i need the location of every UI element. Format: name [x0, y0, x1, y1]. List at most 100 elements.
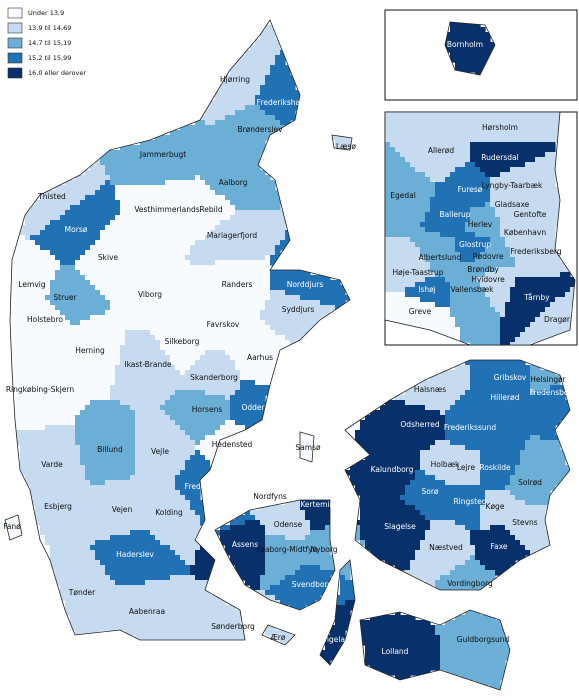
municipality-cell: [165, 615, 171, 621]
municipality-cell: [155, 565, 161, 571]
municipality-cell: [125, 260, 131, 266]
municipality-cell: [110, 530, 116, 536]
municipality-cell: [105, 200, 111, 206]
municipality-cell: [185, 320, 191, 326]
municipality-cell: [60, 500, 66, 506]
municipality-cell: [165, 355, 171, 361]
municipality-cell: [185, 135, 191, 141]
municipality-cell: [265, 130, 271, 136]
municipality-cell: [115, 595, 121, 601]
municipality-cell: [175, 465, 181, 471]
municipality-cell: [170, 280, 176, 286]
municipality-cell: [240, 275, 246, 281]
municipality-cell: [110, 270, 116, 276]
municipality-cell: [35, 365, 41, 371]
municipality-cell: [195, 300, 201, 306]
municipality-cell: [250, 90, 256, 96]
municipality-cell: [195, 475, 201, 481]
municipality-cell: [165, 555, 171, 561]
municipality-cell: [270, 370, 276, 376]
municipality-cell: [45, 320, 51, 326]
municipality-cell: [270, 310, 276, 316]
municipality-cell: [170, 270, 176, 276]
municipality-cell: [260, 580, 266, 586]
municipality-cell: [195, 635, 201, 641]
municipality-cell: [140, 455, 146, 461]
municipality-cell: [115, 480, 121, 486]
municipality-cell: [215, 145, 221, 151]
municipality-cell: [295, 550, 301, 556]
municipality-cell: [15, 365, 21, 371]
municipality-cell: [160, 430, 166, 436]
municipality-cell: [165, 385, 171, 391]
municipality-cell: [135, 165, 141, 171]
municipality-cell: [230, 560, 236, 566]
municipality-cell: [185, 620, 191, 626]
municipality-cell: [225, 200, 231, 206]
municipality-cell: [250, 340, 256, 346]
municipality-cell: [45, 370, 51, 376]
municipality-cell: [105, 585, 111, 591]
municipality-cell: [300, 535, 306, 541]
municipality-cell: [95, 220, 101, 226]
municipality-cell: [165, 485, 171, 491]
municipality-cell: [275, 345, 281, 351]
municipality-cell: [180, 305, 186, 311]
municipality-cell: [215, 335, 221, 341]
municipality-cell: [250, 80, 256, 86]
municipality-cell: [155, 170, 161, 176]
municipality-cell: [65, 420, 71, 426]
municipality-cell: [145, 600, 151, 606]
municipality-cell: [125, 290, 131, 296]
municipality-cell: [225, 375, 231, 381]
municipality-cell: [195, 270, 201, 276]
municipality-cell: [225, 225, 231, 231]
municipality-cell: [20, 405, 26, 411]
municipality-cell: [60, 295, 66, 301]
municipality-cell: [155, 155, 161, 161]
municipality-cell: [115, 360, 121, 366]
municipality-cell: [225, 85, 231, 91]
municipality-cell: [200, 565, 206, 571]
municipality-cell: [20, 255, 26, 261]
municipality-cell: [80, 200, 86, 206]
municipality-cell: [285, 340, 291, 346]
municipality-cell: [200, 235, 206, 241]
municipality-cell: [135, 225, 141, 231]
municipality-cell: [180, 500, 186, 506]
municipality-cell: [70, 595, 76, 601]
municipality-cell: [215, 210, 221, 216]
municipality-cell: [190, 595, 196, 601]
municipality-cell: [135, 160, 141, 166]
municipality-cell: [230, 530, 236, 536]
municipality-cell: [40, 490, 46, 496]
municipality-cell: [275, 50, 281, 56]
municipality-cell: [290, 280, 296, 286]
municipality-cell: [260, 135, 266, 141]
municipality-cell: [125, 255, 131, 261]
municipality-cell: [115, 245, 121, 251]
municipality-cell: [160, 585, 166, 591]
municipality-cell: [60, 455, 66, 461]
municipality-cell: [165, 210, 171, 216]
municipality-cell: [280, 550, 286, 556]
municipality-cell: [195, 305, 201, 311]
municipality-cell: [70, 315, 76, 321]
municipality-cell: [120, 230, 126, 236]
municipality-cell: [85, 235, 91, 241]
municipality-cell: [85, 545, 91, 551]
municipality-cell: [220, 635, 226, 641]
municipality-cell: [230, 545, 236, 551]
municipality-cell: [70, 230, 76, 236]
municipality-cell: [50, 245, 56, 251]
municipality-cell: [180, 405, 186, 411]
municipality-cell: [170, 350, 176, 356]
municipality-cell: [175, 615, 181, 621]
municipality-cell: [65, 335, 71, 341]
municipality-cell: [295, 325, 301, 331]
municipality-cell: [20, 325, 26, 331]
municipality-cell: [290, 340, 296, 346]
municipality-cell: [245, 150, 251, 156]
municipality-cell: [195, 590, 201, 596]
municipality-cell: [290, 525, 296, 531]
